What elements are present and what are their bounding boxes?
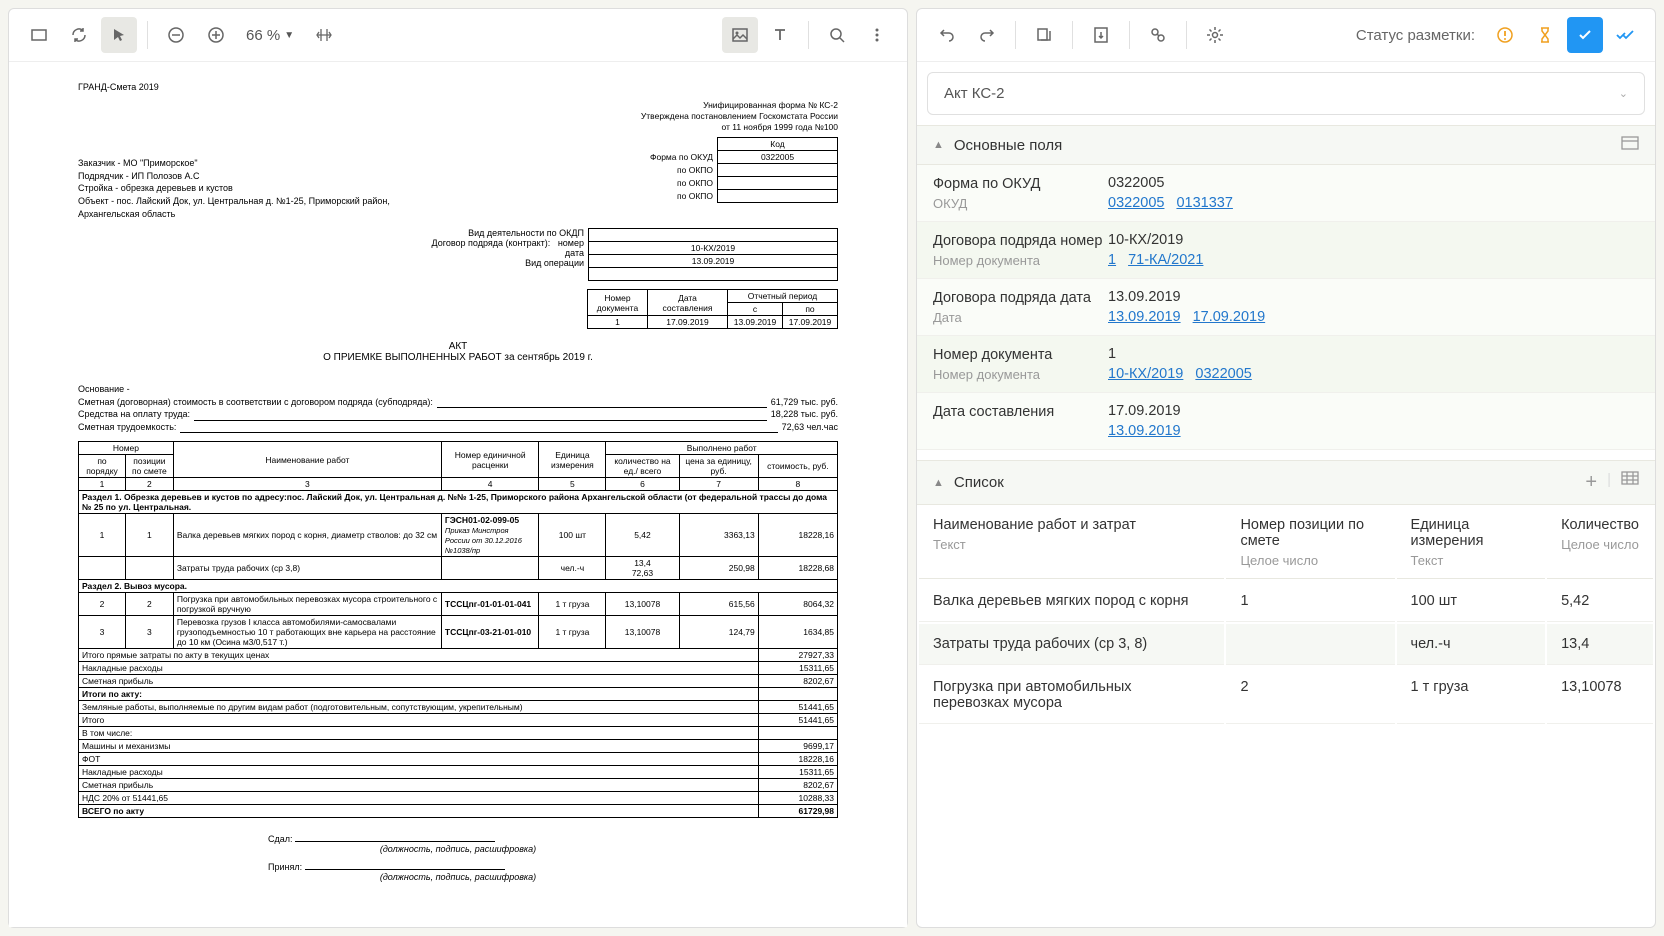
pointer-tool-icon[interactable] xyxy=(101,17,137,53)
list-row[interactable]: Погрузка при автомобильных перевозках му… xyxy=(919,667,1653,724)
text-mode-icon[interactable] xyxy=(762,17,798,53)
status-info-icon[interactable] xyxy=(1487,17,1523,53)
document-viewer[interactable]: ГРАНД-Смета 2019 Унифицированная форма №… xyxy=(9,62,907,927)
list-column-header[interactable]: КоличествоЦелое число xyxy=(1547,507,1653,579)
undo-icon[interactable] xyxy=(929,17,965,53)
copy-icon[interactable] xyxy=(1026,17,1062,53)
list-column-header[interactable]: Номер позиции по сметеЦелое число xyxy=(1226,507,1394,579)
settings-icon[interactable] xyxy=(1197,17,1233,53)
zoom-in-icon[interactable] xyxy=(198,17,234,53)
field-row[interactable]: Форма по ОКУДОКУД032200503220050131337 xyxy=(917,165,1655,222)
field-row[interactable]: Дата составления17.09.201913.09.2019 xyxy=(917,393,1655,450)
viewer-toolbar: 66 % ▼ xyxy=(9,9,907,62)
annotation-toolbar: Статус разметки: xyxy=(917,9,1655,62)
add-icon[interactable]: + xyxy=(1585,471,1597,494)
list-row[interactable]: Валка деревьев мягких пород с корня1100 … xyxy=(919,581,1653,622)
section-list[interactable]: ▲ Список + | xyxy=(917,460,1655,505)
field-row[interactable]: Номер документаНомер документа110-КХ/201… xyxy=(917,336,1655,393)
zoom-level[interactable]: 66 % ▼ xyxy=(238,27,302,44)
list-row[interactable]: Затраты труда рабочих (ср 3, 8)чел.-ч13,… xyxy=(919,624,1653,665)
status-pending-icon[interactable] xyxy=(1527,17,1563,53)
refresh-icon[interactable] xyxy=(61,17,97,53)
fit-width-icon[interactable] xyxy=(306,17,342,53)
field-link[interactable]: 0131337 xyxy=(1176,195,1232,211)
table-icon[interactable] xyxy=(1621,471,1639,494)
status-check-icon[interactable] xyxy=(1567,17,1603,53)
list-column-header[interactable]: Единица измеренияТекст xyxy=(1397,507,1546,579)
list-table: Наименование работ и затратТекстНомер по… xyxy=(917,505,1655,726)
link-icon[interactable] xyxy=(1140,17,1176,53)
section-main-fields[interactable]: ▲ Основные поля xyxy=(917,125,1655,165)
field-link[interactable]: 71-КА/2021 xyxy=(1128,252,1203,268)
layout-icon[interactable] xyxy=(1621,136,1639,154)
list-column-header[interactable]: Наименование работ и затратТекст xyxy=(919,507,1224,579)
status-double-check-icon[interactable] xyxy=(1607,17,1643,53)
document-type-selector[interactable]: Акт КС-2 ⌄ xyxy=(927,72,1645,115)
field-link[interactable]: 0322005 xyxy=(1195,366,1251,382)
field-row[interactable]: Договора подряда датаДата13.09.201913.09… xyxy=(917,279,1655,336)
redo-icon[interactable] xyxy=(969,17,1005,53)
rectangle-tool-icon[interactable] xyxy=(21,17,57,53)
zoom-out-icon[interactable] xyxy=(158,17,194,53)
image-mode-icon[interactable] xyxy=(722,17,758,53)
field-link[interactable]: 13.09.2019 xyxy=(1108,423,1181,439)
annotation-panel: Статус разметки: Акт КС-2 ⌄ ▲ Основные п… xyxy=(916,8,1656,928)
field-link[interactable]: 17.09.2019 xyxy=(1193,309,1266,325)
export-icon[interactable] xyxy=(1083,17,1119,53)
search-icon[interactable] xyxy=(819,17,855,53)
field-link[interactable]: 10-КХ/2019 xyxy=(1108,366,1183,382)
field-row[interactable]: Договора подряда номерНомер документа10-… xyxy=(917,222,1655,279)
status-label: Статус разметки: xyxy=(1356,27,1475,44)
document-viewer-panel: 66 % ▼ ГРАНД-Смета 2019 Унифицированная … xyxy=(8,8,908,928)
field-link[interactable]: 1 xyxy=(1108,252,1116,268)
doc-generator: ГРАНД-Смета 2019 xyxy=(78,82,838,92)
field-link[interactable]: 13.09.2019 xyxy=(1108,309,1181,325)
more-icon[interactable] xyxy=(859,17,895,53)
field-link[interactable]: 0322005 xyxy=(1108,195,1164,211)
